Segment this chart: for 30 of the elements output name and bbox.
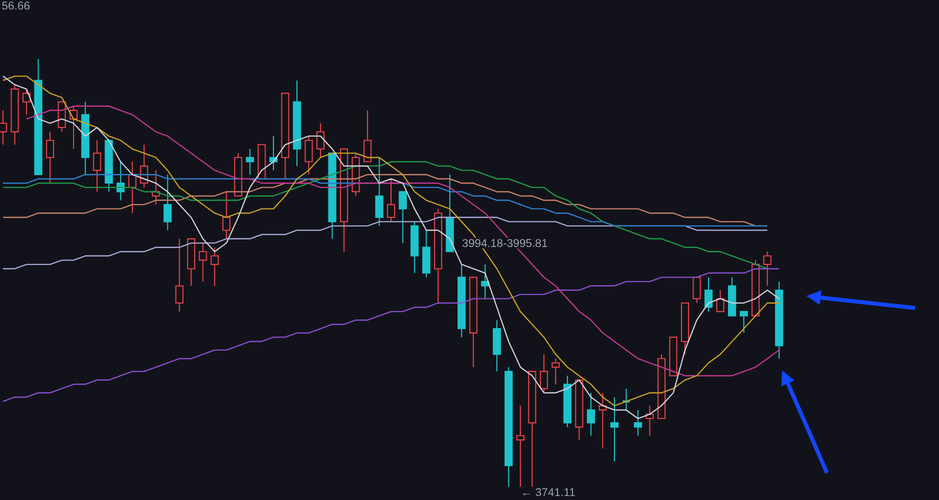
candlestick [316, 122, 325, 158]
candlestick [363, 110, 372, 162]
candlestick [540, 354, 548, 394]
candlestick [246, 148, 254, 176]
text: ← 3741.11 [523, 488, 575, 496]
candlestick [210, 246, 219, 286]
candlestick [646, 405, 654, 436]
candlestick [375, 156, 384, 226]
candlestick [634, 409, 642, 436]
candlestick [481, 264, 490, 300]
candlestick [586, 392, 596, 436]
candlestick [398, 191, 407, 244]
candlestick [386, 178, 396, 222]
candlestick [304, 136, 313, 176]
candlestick [763, 251, 772, 286]
candlestick [46, 131, 54, 184]
candlestick [692, 276, 701, 304]
candlestick [716, 290, 724, 312]
candlestick [610, 396, 619, 462]
candlestick [164, 174, 172, 231]
annotation: 3994.18-3995.81 [462, 239, 548, 248]
text: 56.66 [2, 2, 30, 10]
candlestick [740, 311, 748, 334]
candlestick [552, 358, 560, 385]
candlestick [704, 276, 713, 312]
candlestick [198, 242, 207, 282]
candlestick [93, 140, 102, 192]
candlestick [222, 191, 230, 240]
candlestick [175, 238, 184, 312]
candlestick [598, 392, 607, 450]
